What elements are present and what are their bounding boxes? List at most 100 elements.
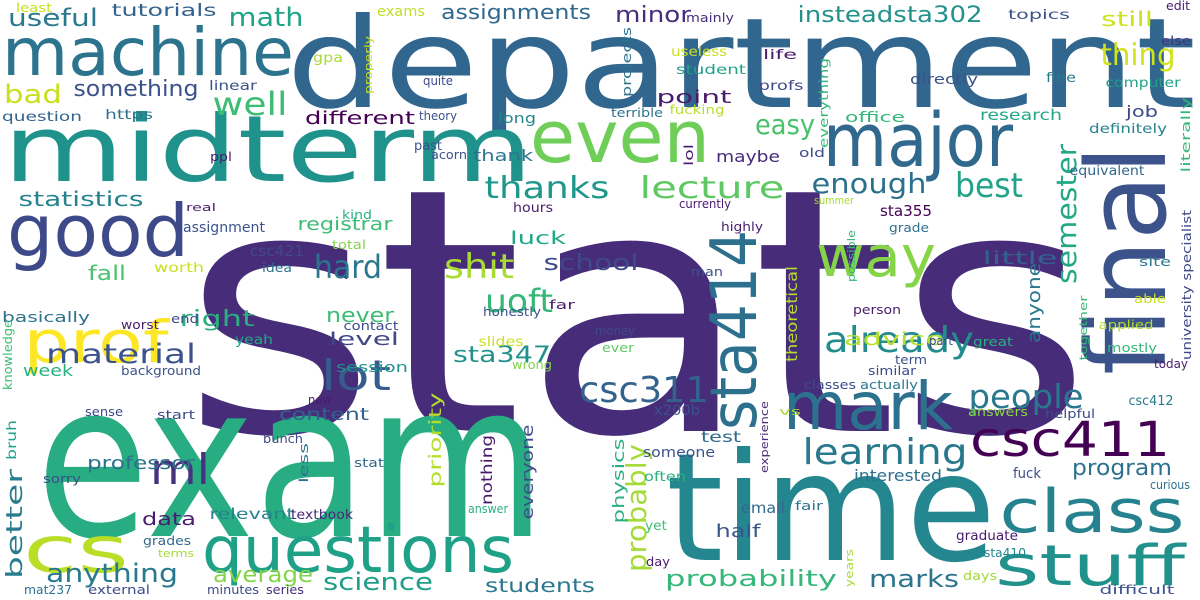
word: mainly	[686, 11, 734, 25]
word: easy	[755, 108, 815, 141]
word: someone	[643, 445, 715, 461]
word: science	[323, 568, 433, 596]
word: day	[646, 555, 670, 569]
word: people	[969, 377, 1084, 416]
word: quite	[423, 74, 453, 88]
word: time	[666, 422, 996, 596]
word: advice	[844, 329, 944, 350]
word: similar	[868, 364, 916, 378]
word: worst	[121, 318, 159, 332]
word: applied	[1099, 318, 1154, 332]
word: bunch	[263, 432, 303, 446]
word: days	[963, 569, 997, 583]
word: level	[329, 329, 399, 350]
word: assignment	[183, 220, 266, 236]
word: csc311	[579, 370, 709, 411]
word: lecture	[640, 171, 785, 206]
word: difficult	[1100, 583, 1175, 597]
word: theoretical	[783, 266, 801, 362]
word: computer	[1106, 76, 1182, 91]
word: often	[644, 470, 686, 485]
word: actually	[860, 378, 918, 392]
word: already	[824, 320, 974, 361]
word: grade	[889, 221, 929, 235]
word: old	[799, 146, 825, 160]
word: mat237	[24, 583, 72, 597]
word: fucking	[670, 103, 725, 117]
word: relevant	[210, 505, 295, 523]
word: part	[929, 334, 953, 348]
word: curious	[1150, 478, 1190, 492]
word: interested	[854, 466, 942, 485]
word: semester	[1050, 143, 1083, 284]
word: highly	[721, 220, 763, 234]
word: vs	[779, 405, 801, 418]
word: statistics	[19, 187, 144, 211]
word: series	[266, 583, 304, 597]
word: physics	[609, 439, 628, 524]
word: content	[279, 405, 369, 425]
word: insteadsta302	[798, 3, 983, 28]
word: bruh	[5, 420, 20, 460]
word: far	[549, 298, 575, 312]
word: enough	[812, 167, 927, 200]
word: minutes	[207, 583, 259, 597]
word: answers	[968, 405, 1028, 419]
word: learning	[803, 432, 968, 473]
word: maybe	[716, 147, 780, 166]
word: topics	[1008, 8, 1070, 23]
word: terms	[158, 547, 194, 560]
word: sense	[85, 405, 123, 419]
word: profs	[759, 79, 804, 94]
word: class	[1000, 477, 1185, 547]
word: hours	[513, 201, 553, 216]
word: yet	[645, 519, 667, 534]
word: something	[74, 77, 199, 102]
word: csc412	[1129, 394, 1174, 409]
word: program	[1072, 456, 1172, 481]
word: university specialist	[1180, 210, 1194, 360]
word: everything	[817, 58, 831, 148]
word: uoft	[485, 282, 553, 320]
word: math	[229, 3, 304, 33]
word: fuck	[1013, 466, 1042, 482]
word: stuff	[995, 534, 1187, 599]
word: shit	[444, 247, 514, 287]
word: external	[88, 583, 150, 597]
word: major	[823, 98, 1014, 184]
word: great	[973, 335, 1013, 349]
word: different	[305, 108, 415, 129]
word: fine	[1046, 71, 1076, 86]
word: term	[895, 353, 927, 367]
word: end	[171, 312, 199, 326]
word: point	[657, 87, 732, 108]
word: projects	[620, 27, 634, 97]
word: office	[845, 110, 905, 126]
word: yeah	[235, 333, 273, 348]
word: good	[7, 189, 189, 273]
word: prof	[24, 308, 171, 376]
word: assignments	[441, 0, 591, 24]
word: answer	[468, 502, 508, 516]
word: else	[1161, 34, 1191, 48]
word: bad	[4, 80, 62, 110]
word: classes	[804, 378, 856, 392]
word: thanks	[485, 171, 610, 206]
word: years	[843, 549, 856, 587]
word: midterm	[3, 96, 533, 203]
word: still	[1101, 7, 1153, 31]
word: person	[853, 303, 901, 317]
word: school	[544, 251, 639, 276]
word: gpa	[313, 51, 343, 66]
word: site	[1139, 255, 1171, 269]
word: session	[336, 360, 408, 376]
word: sta347	[453, 343, 551, 368]
word: student	[676, 63, 746, 78]
word: today	[1154, 357, 1188, 371]
word: start	[157, 408, 195, 422]
word: ml	[150, 445, 210, 494]
word: stat	[354, 456, 384, 470]
word: past	[414, 139, 442, 154]
word: able	[1134, 292, 1166, 306]
word: exam	[36, 336, 546, 587]
